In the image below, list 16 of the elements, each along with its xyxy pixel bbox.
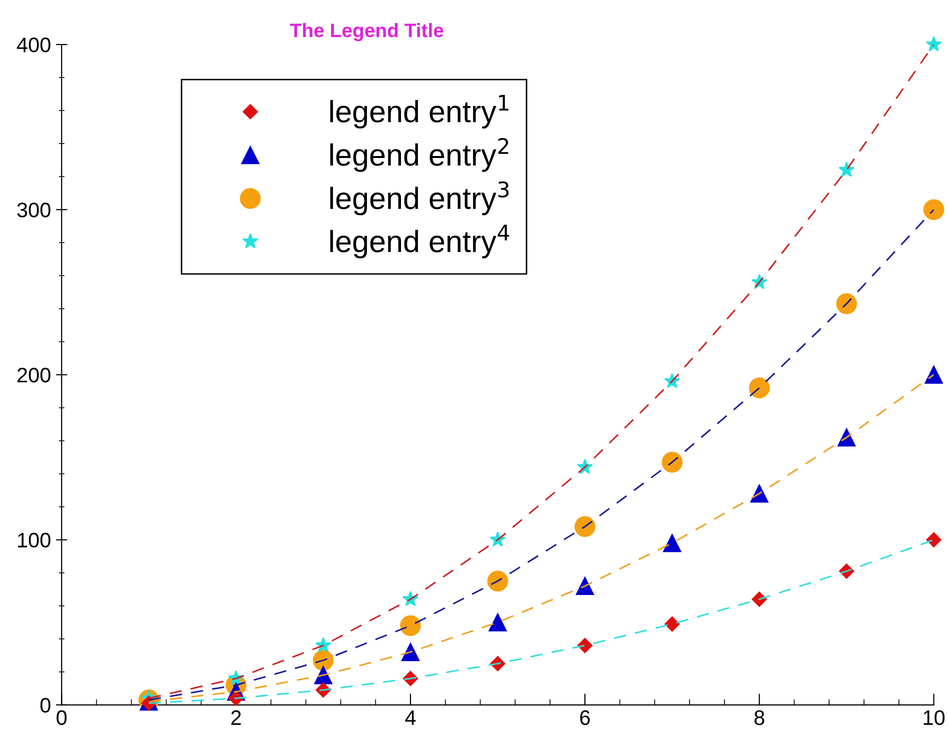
legend-label: legend entry$^{2}$ bbox=[330, 138, 508, 172]
y-tick-label: 0 bbox=[40, 698, 50, 713]
legend-label: legend entry$^{3}$ bbox=[330, 181, 509, 216]
legend-label: legend entry$^{4}$ bbox=[330, 224, 510, 258]
y-tick-label: 200 bbox=[17, 368, 50, 382]
x-tick-label: 8 bbox=[754, 710, 764, 726]
legend-label: legend entry$^{1}$ bbox=[330, 94, 508, 129]
x-tick-label: 0 bbox=[56, 710, 67, 726]
y-tick-label: 100 bbox=[18, 532, 50, 548]
x-tick-label: 4 bbox=[405, 710, 416, 725]
y-tick-label: 300 bbox=[17, 202, 50, 218]
x-tick-label: 10 bbox=[924, 710, 945, 726]
x-tick-label: 6 bbox=[580, 710, 590, 726]
legend-title: The Legend Title bbox=[290, 23, 444, 42]
y-tick-label: 400 bbox=[16, 38, 50, 52]
x-tick-label: 2 bbox=[231, 710, 241, 725]
